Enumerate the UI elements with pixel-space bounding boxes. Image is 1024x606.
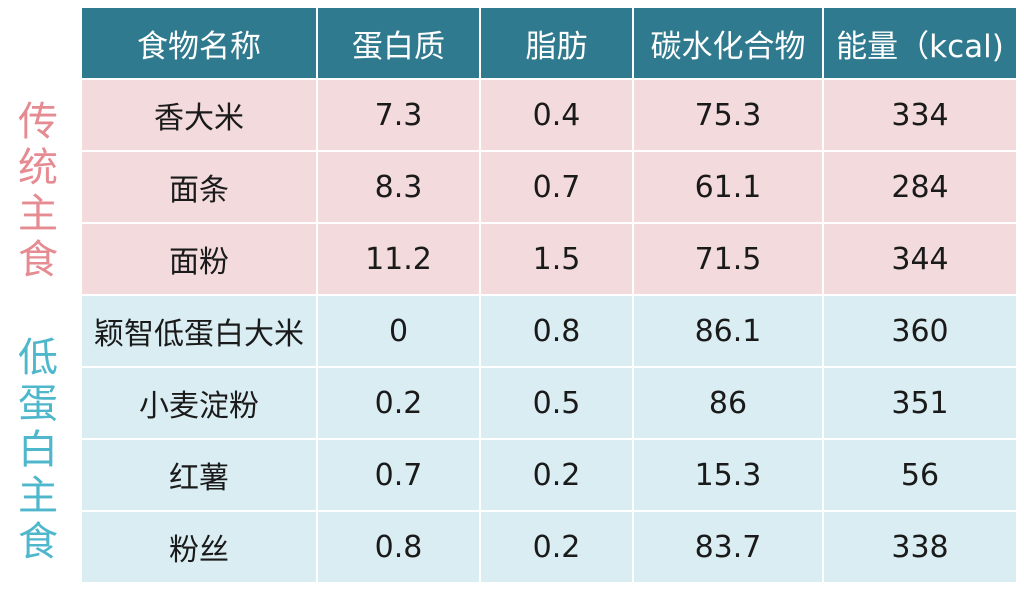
table-row: 面条 8.3 0.7 61.1 284 (80, 150, 1018, 224)
protein-cell: 0.8 (316, 510, 481, 584)
carbohydrate-cell: 83.7 (632, 510, 824, 584)
carbohydrate-cell: 61.1 (632, 150, 824, 224)
protein-cell: 0.7 (316, 438, 481, 512)
low-protein-label-char: 蛋 (18, 381, 58, 427)
protein-cell: 8.3 (316, 150, 481, 224)
table-row: 小麦淀粉 0.2 0.5 86 351 (80, 366, 1018, 440)
table-row: 红薯 0.7 0.2 15.3 56 (80, 438, 1018, 512)
food-name-cell: 红薯 (80, 438, 318, 512)
nutrition-table: 食物名称 蛋白质 脂肪 碳水化合物 能量（kcal) 香大米 7.3 0.4 7… (80, 6, 1018, 584)
protein-cell: 11.2 (316, 222, 481, 296)
low-protein-label-char: 主 (18, 473, 58, 519)
traditional-label-char: 传 (18, 99, 58, 145)
protein-cell: 0.2 (316, 366, 481, 440)
food-name-cell: 粉丝 (80, 510, 318, 584)
header-food-name: 食物名称 (80, 6, 318, 80)
table-row: 香大米 7.3 0.4 75.3 334 (80, 78, 1018, 152)
carbohydrate-cell: 75.3 (632, 78, 824, 152)
energy-cell: 56 (822, 438, 1018, 512)
energy-cell: 344 (822, 222, 1018, 296)
table-row: 粉丝 0.8 0.2 83.7 338 (80, 510, 1018, 584)
traditional-staple-label: 传 统 主 食 (8, 80, 68, 302)
energy-cell: 360 (822, 294, 1018, 368)
table-row: 颖智低蛋白大米 0 0.8 86.1 360 (80, 294, 1018, 368)
low-protein-staple-label: 低 蛋 白 主 食 (8, 302, 68, 598)
low-protein-label-char: 低 (18, 335, 58, 381)
protein-cell: 7.3 (316, 78, 481, 152)
fat-cell: 0.2 (479, 438, 634, 512)
header-energy: 能量（kcal) (822, 6, 1018, 80)
fat-cell: 0.4 (479, 78, 634, 152)
energy-cell: 351 (822, 366, 1018, 440)
header-fat: 脂肪 (479, 6, 634, 80)
low-protein-label-char: 食 (18, 519, 58, 565)
low-protein-label-char: 白 (18, 427, 58, 473)
food-name-cell: 小麦淀粉 (80, 366, 318, 440)
carbohydrate-cell: 86.1 (632, 294, 824, 368)
protein-cell: 0 (316, 294, 481, 368)
food-name-cell: 面条 (80, 150, 318, 224)
carbohydrate-cell: 86 (632, 366, 824, 440)
table-row: 面粉 11.2 1.5 71.5 344 (80, 222, 1018, 296)
table-header-row: 食物名称 蛋白质 脂肪 碳水化合物 能量（kcal) (80, 6, 1018, 80)
food-name-cell: 颖智低蛋白大米 (80, 294, 318, 368)
carbohydrate-cell: 15.3 (632, 438, 824, 512)
food-name-cell: 面粉 (80, 222, 318, 296)
fat-cell: 0.8 (479, 294, 634, 368)
carbohydrate-cell: 71.5 (632, 222, 824, 296)
traditional-label-char: 食 (18, 237, 58, 283)
header-carbohydrate: 碳水化合物 (632, 6, 824, 80)
traditional-label-char: 主 (18, 191, 58, 237)
energy-cell: 338 (822, 510, 1018, 584)
energy-cell: 334 (822, 78, 1018, 152)
fat-cell: 0.5 (479, 366, 634, 440)
food-name-cell: 香大米 (80, 78, 318, 152)
fat-cell: 0.2 (479, 510, 634, 584)
energy-cell: 284 (822, 150, 1018, 224)
fat-cell: 1.5 (479, 222, 634, 296)
fat-cell: 0.7 (479, 150, 634, 224)
header-protein: 蛋白质 (316, 6, 481, 80)
traditional-label-char: 统 (18, 145, 58, 191)
